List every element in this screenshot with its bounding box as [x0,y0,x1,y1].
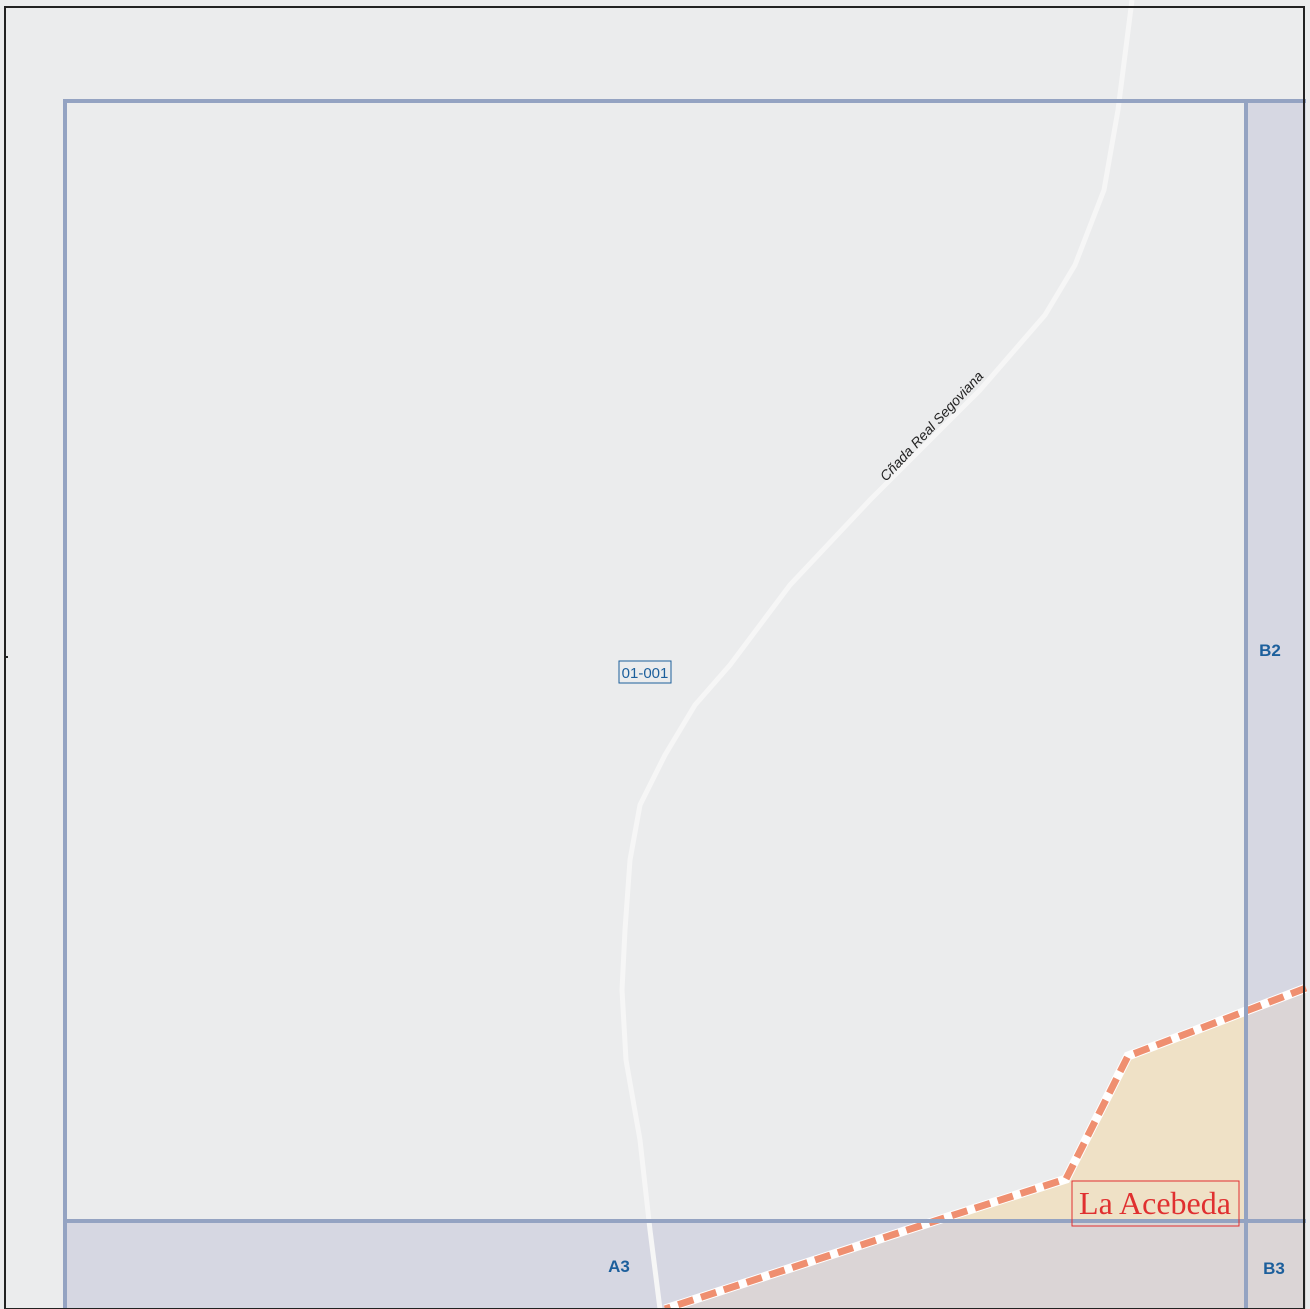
grid-lines [63,99,1306,1309]
municipality-overlap-bottom [665,1221,1306,1309]
municipal-boundary-dash [663,984,1308,1309]
parcel-label[interactable]: 01-001 [622,665,669,682]
place-label[interactable]: La Acebeda [1079,1185,1231,1221]
grid-label-b2[interactable]: B2 [1259,641,1281,660]
road-canada-real-segoviana[interactable] [619,0,1135,1309]
place-label-box [1071,1180,1240,1227]
parcel-label-box [618,660,672,684]
grid-label-b3[interactable]: B3 [1263,1259,1285,1278]
grid-label-a3[interactable]: A3 [608,1257,630,1276]
municipality-overlap-b2 [1246,988,1306,1221]
municipality-area[interactable] [935,988,1306,1221]
